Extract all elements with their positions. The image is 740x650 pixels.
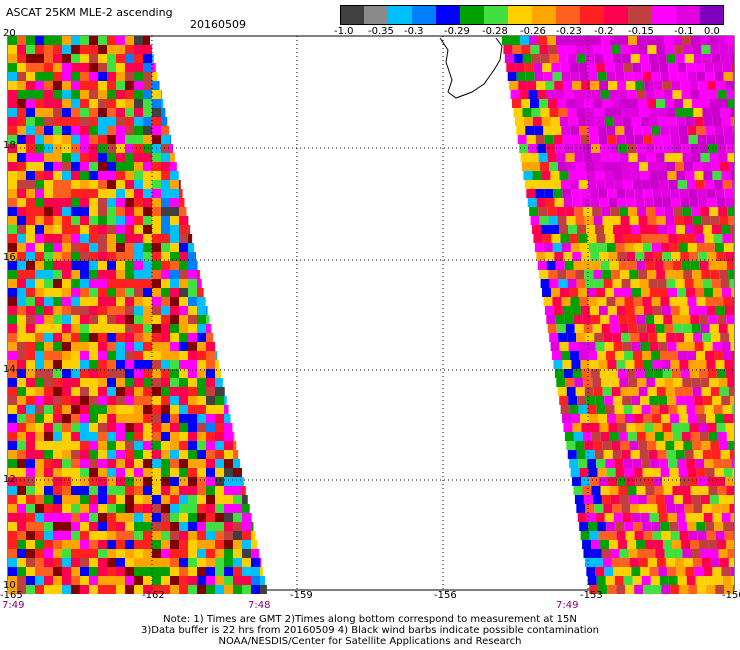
colorbar-swatch xyxy=(364,5,389,25)
colorbar-swatch xyxy=(580,5,605,25)
colorbar-swatch xyxy=(700,5,724,25)
colorbar-swatch xyxy=(460,5,485,25)
colorbar-tick-label: -0.23 xyxy=(556,26,582,37)
colorbar-tick-label: -0.15 xyxy=(628,26,654,37)
colorbar-tick-label: -1.0 xyxy=(334,26,354,37)
footnotes: Note: 1) Times are GMT 2)Times along bot… xyxy=(0,614,740,647)
lat-label-18: 18 xyxy=(3,140,16,151)
colorbar-swatch xyxy=(556,5,581,25)
colorbar-swatch xyxy=(484,5,509,25)
lon-label-159: -159 xyxy=(290,590,313,601)
map-title: ASCAT 25KM MLE-2 ascending xyxy=(6,6,173,19)
colorbar-swatch xyxy=(412,5,437,25)
colorbar-swatch xyxy=(532,5,557,25)
colorbar-swatch xyxy=(340,5,365,25)
left-swath xyxy=(8,36,267,594)
time-label-middle: 7:48 xyxy=(248,600,271,611)
colorbar-tick-label: -0.3 xyxy=(404,26,424,37)
lon-label-156: -156 xyxy=(434,590,457,601)
lon-label-165: -165 xyxy=(0,590,23,601)
colorbar xyxy=(340,5,724,25)
colorbar-swatch xyxy=(436,5,461,25)
right-swath xyxy=(502,36,734,594)
footnote-line-2: 3)Data buffer is 22 hrs from 20160509 4)… xyxy=(141,625,599,636)
footnote-line-3: NOAA/NESDIS/Center for Satellite Applica… xyxy=(218,636,522,647)
colorbar-tick-label: 0.0 xyxy=(704,26,720,37)
time-label-right: 7:49 xyxy=(556,600,579,611)
lat-label-10: 10 xyxy=(3,580,16,591)
colorbar-tick-label: -0.28 xyxy=(482,26,508,37)
colorbar-tick-label: -0.29 xyxy=(444,26,470,37)
colorbar-swatch xyxy=(388,5,413,25)
footnote-line-1: Note: 1) Times are GMT 2)Times along bot… xyxy=(163,614,577,625)
colorbar-swatch xyxy=(508,5,533,25)
lat-label-12: 12 xyxy=(3,474,16,485)
colorbar-tick-label: -0.2 xyxy=(594,26,614,37)
colorbar-swatch xyxy=(628,5,653,25)
lon-label-150: -150 xyxy=(722,590,740,601)
colorbar-swatch xyxy=(652,5,677,25)
map-gridlines xyxy=(8,36,734,590)
colorbar-swatch xyxy=(604,5,629,25)
lat-label-20: 20 xyxy=(3,28,16,39)
time-label-left: 7:49 xyxy=(2,600,25,611)
colorbar-tick-label: -0.26 xyxy=(520,26,546,37)
island-coastline xyxy=(439,37,503,99)
colorbar-tick-label: -0.35 xyxy=(368,26,394,37)
colorbar-swatch xyxy=(676,5,701,25)
colorbar-tick-label: -0.1 xyxy=(674,26,694,37)
map-date: 20160509 xyxy=(190,18,246,31)
lon-label-162: -162 xyxy=(142,590,165,601)
lat-label-16: 16 xyxy=(3,252,16,263)
lat-label-14: 14 xyxy=(3,364,16,375)
lon-label-153: -153 xyxy=(580,590,603,601)
